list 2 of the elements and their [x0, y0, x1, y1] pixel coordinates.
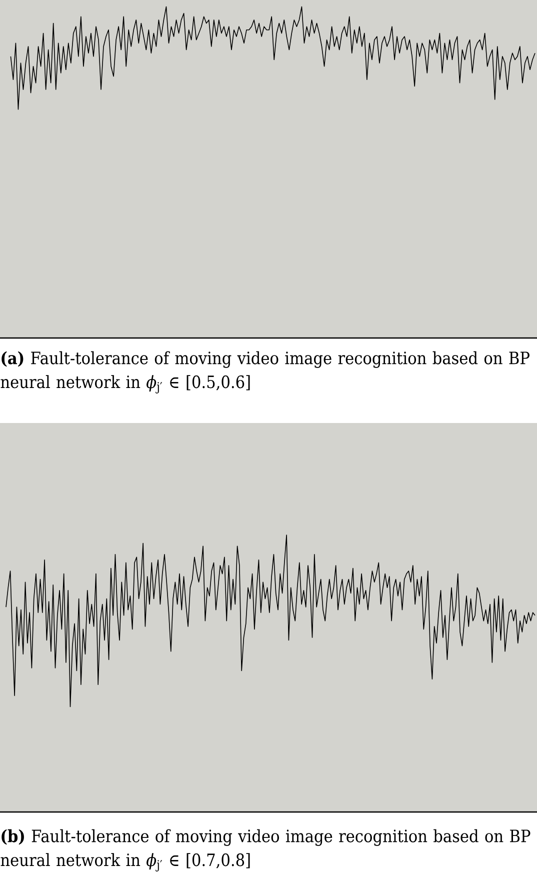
text: (b) Fault-tolerance of moving video image recognition based on BP neural network in ϕ$_{j′}$ ∈ [0.7,0.8]: [0, 829, 530, 872]
text: (a) Fault-tolerance of moving video image recognition based on BP neural network in ϕ$_{j′}$ ∈ [0.5,0.6]: [0, 351, 530, 394]
